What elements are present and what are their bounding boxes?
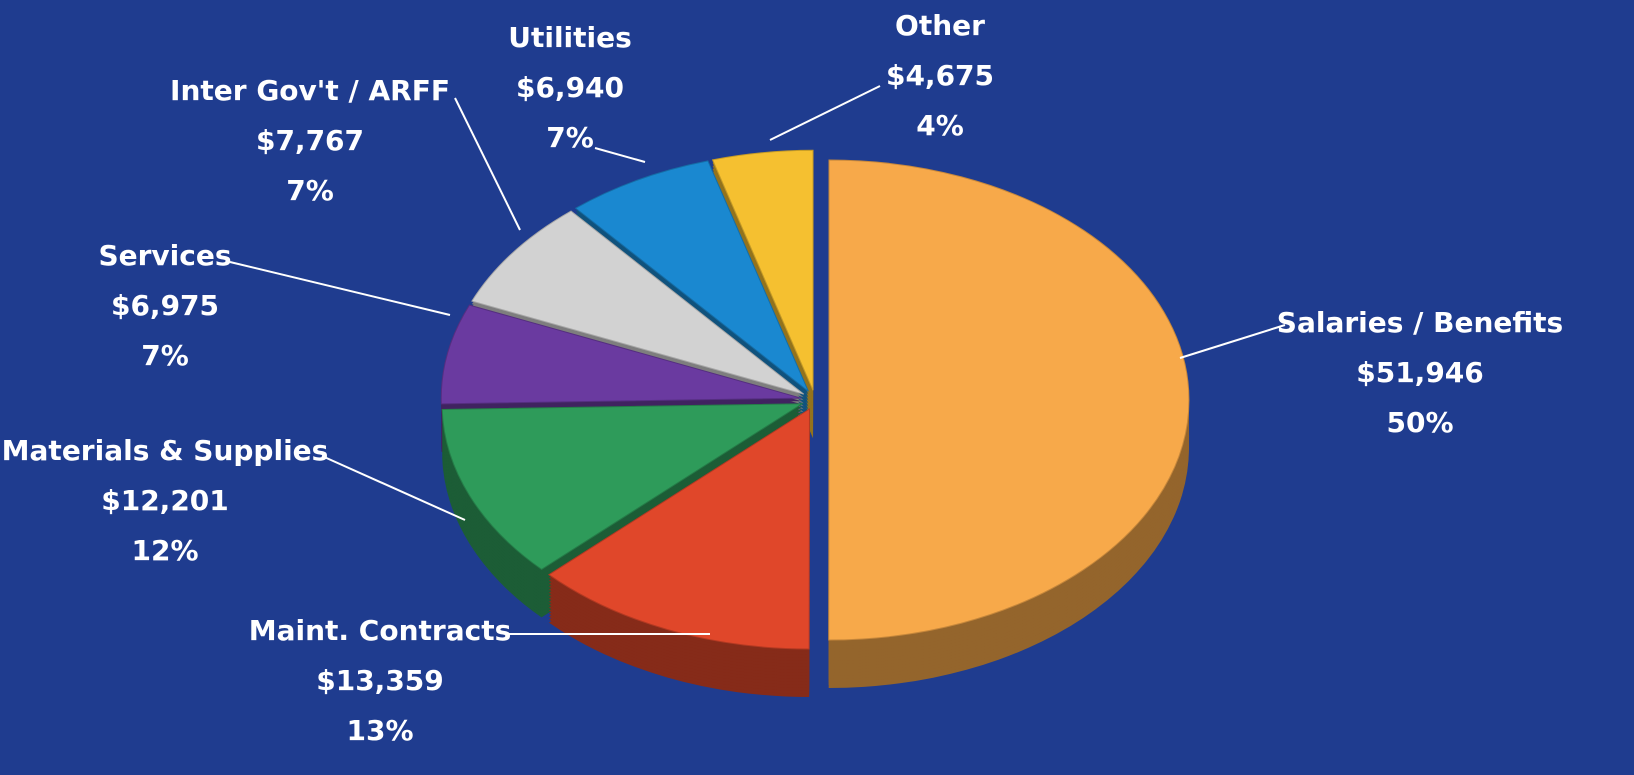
slice bbox=[711, 149, 814, 391]
slice-label: Inter Gov't / ARFF bbox=[170, 74, 450, 107]
slice-label: Other bbox=[895, 9, 985, 42]
leader-line bbox=[769, 85, 881, 141]
percent-label: 7% bbox=[286, 174, 334, 207]
percent-label: 7% bbox=[141, 339, 189, 372]
leader-line bbox=[229, 261, 451, 316]
slice bbox=[828, 159, 1190, 641]
slice bbox=[440, 304, 802, 405]
value-label: $7,767 bbox=[256, 124, 364, 157]
slice-label: Maint. Contracts bbox=[249, 614, 512, 647]
slice bbox=[441, 403, 804, 570]
slice bbox=[574, 160, 809, 392]
slice bbox=[471, 210, 805, 395]
value-label: $51,946 bbox=[1356, 356, 1484, 389]
leader-line bbox=[594, 147, 646, 163]
slice-label: Services bbox=[98, 239, 231, 272]
percent-label: 7% bbox=[546, 121, 594, 154]
value-label: $4,675 bbox=[886, 59, 994, 92]
leader-line bbox=[321, 455, 466, 521]
percent-label: 50% bbox=[1386, 406, 1453, 439]
percent-label: 12% bbox=[131, 534, 198, 567]
value-label: $6,940 bbox=[516, 71, 624, 104]
value-label: $6,975 bbox=[111, 289, 219, 322]
slice-label: Salaries / Benefits bbox=[1277, 306, 1563, 339]
slice-label: Utilities bbox=[508, 21, 632, 54]
value-label: $12,201 bbox=[101, 484, 229, 517]
leader-line bbox=[1179, 324, 1286, 359]
slice-label: Materials & Supplies bbox=[2, 434, 329, 467]
percent-label: 4% bbox=[916, 109, 964, 142]
value-label: $13,359 bbox=[316, 664, 444, 697]
slice bbox=[548, 408, 810, 650]
leader-line bbox=[454, 97, 521, 231]
percent-label: 13% bbox=[346, 714, 413, 747]
